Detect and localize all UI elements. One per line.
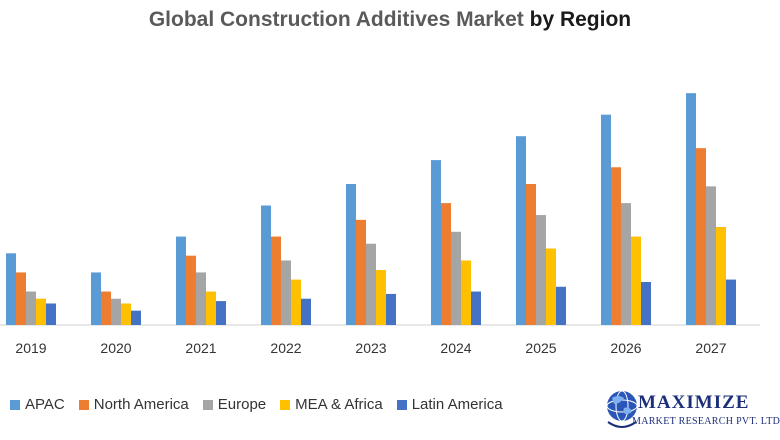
bar-latin-america-2025	[556, 286, 566, 325]
bar-apac-2023	[346, 183, 356, 325]
bar-europe-2027	[706, 186, 716, 325]
x-tick-label-2020: 2020	[100, 340, 131, 356]
bar-north-america-2026	[611, 167, 621, 325]
bar-apac-2021	[176, 236, 186, 325]
logo-wordmark: MAXIMIZE	[638, 392, 750, 413]
x-tick-label-2025: 2025	[525, 340, 556, 356]
bar-mea-africa-2025	[546, 248, 556, 325]
legend-label-europe: Europe	[217, 396, 267, 413]
bar-latin-america-2026	[641, 281, 651, 325]
bar-latin-america-2024	[471, 291, 481, 325]
bar-latin-america-2023	[386, 293, 396, 325]
bar-north-america-2020	[101, 291, 111, 325]
x-tick-label-2026: 2026	[610, 340, 641, 356]
bar-apac-2022	[261, 205, 271, 325]
bar-north-america-2024	[441, 203, 451, 325]
bar-mea-africa-2021	[206, 291, 216, 325]
bar-europe-2026	[621, 203, 631, 325]
bar-latin-america-2019	[46, 303, 56, 325]
legend-item-north-america: North America	[78, 396, 189, 413]
bar-europe-2023	[366, 243, 376, 325]
legend-label-apac: APAC	[25, 396, 65, 413]
bar-mea-africa-2027	[716, 227, 726, 325]
legend-item-mea-africa: MEA & Africa	[280, 396, 383, 413]
globe-icon	[606, 390, 638, 428]
bar-europe-2020	[111, 298, 121, 325]
x-tick-label-2022: 2022	[270, 340, 301, 356]
x-tick-label-2027: 2027	[695, 340, 726, 356]
x-tick-label-2019: 2019	[15, 340, 46, 356]
bar-latin-america-2020	[131, 310, 141, 325]
bar-europe-2019	[26, 291, 36, 325]
bar-north-america-2023	[356, 219, 366, 325]
legend-item-apac: APAC	[10, 396, 65, 413]
chart-title-accent: by Region	[529, 8, 632, 31]
bar-apac-2025	[516, 136, 526, 325]
legend-swatch-north-america	[78, 399, 89, 410]
chart-title-main: Global Construction Additives Market	[148, 8, 524, 31]
company-logo: MAXIMIZE MARKET RESEARCH PVT. LTD.	[602, 382, 780, 438]
bar-mea-africa-2022	[291, 279, 301, 325]
chart-legend: APAC North America Europe MEA & Africa L…	[10, 396, 503, 413]
bar-north-america-2021	[186, 255, 196, 325]
bar-mea-africa-2024	[461, 260, 471, 325]
bar-mea-africa-2019	[36, 298, 46, 325]
legend-item-europe: Europe	[202, 396, 267, 413]
bar-mea-africa-2020	[121, 303, 131, 325]
chart-title: Global Construction Additives Market by …	[0, 8, 780, 32]
bar-apac-2024	[431, 160, 441, 325]
logo-tagline: MARKET RESEARCH PVT. LTD.	[632, 416, 780, 427]
bar-mea-africa-2023	[376, 270, 386, 325]
bar-north-america-2022	[271, 236, 281, 325]
bar-europe-2021	[196, 272, 206, 325]
x-tick-label-2024: 2024	[440, 340, 471, 356]
bar-europe-2025	[536, 215, 546, 325]
bar-latin-america-2027	[726, 279, 736, 325]
bar-north-america-2019	[16, 272, 26, 325]
bar-latin-america-2021	[216, 301, 226, 325]
bar-mea-africa-2026	[631, 236, 641, 325]
legend-label-mea-africa: MEA & Africa	[295, 396, 383, 413]
legend-swatch-europe	[202, 399, 213, 410]
legend-swatch-mea-africa	[280, 399, 291, 410]
bar-apac-2019	[6, 253, 16, 325]
legend-item-latin-america: Latin America	[396, 396, 503, 413]
bar-chart: 2019 2020 2021 2022 2023 2024 2025 2026 2027	[0, 93, 760, 356]
bar-north-america-2025	[526, 183, 536, 325]
legend-swatch-latin-america	[396, 399, 407, 410]
bar-north-america-2027	[696, 148, 706, 325]
bar-europe-2024	[451, 231, 461, 325]
bar-latin-america-2022	[301, 298, 311, 325]
legend-label-north-america: North America	[93, 396, 189, 413]
legend-swatch-apac	[10, 399, 20, 410]
x-tick-label-2021: 2021	[185, 340, 216, 356]
x-tick-label-2023: 2023	[355, 340, 386, 356]
bar-apac-2026	[601, 114, 611, 326]
legend-label-latin-america: Latin America	[411, 396, 503, 413]
bar-europe-2022	[281, 260, 291, 325]
bar-apac-2020	[91, 272, 101, 325]
bar-apac-2027	[686, 93, 696, 325]
